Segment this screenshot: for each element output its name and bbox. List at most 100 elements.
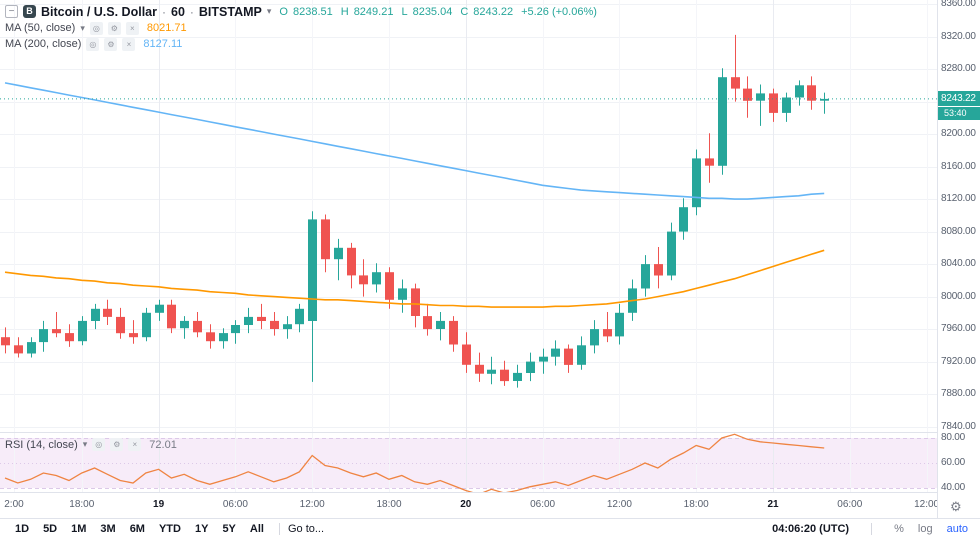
range-button-ytd[interactable]: YTD: [158, 523, 181, 535]
current-price-badge: 8243.22: [938, 90, 980, 106]
ohlc-high-value: 8249.21: [353, 5, 394, 18]
symbol-exchange[interactable]: BITSTAMP: [198, 4, 262, 19]
delete-icon[interactable]: ×: [125, 21, 139, 35]
ohlc-high-label: H: [340, 5, 349, 18]
ohlc-close-value: 8243.22: [473, 5, 514, 18]
range-button-1d[interactable]: 1D: [15, 523, 30, 535]
symbol-interval[interactable]: 60: [171, 4, 185, 19]
rsi-line: [4, 433, 825, 492]
time-axis-label: 06:00: [222, 499, 248, 510]
time-axis-label: 20: [460, 499, 472, 510]
rsi-axis-label: 60.00: [941, 457, 966, 468]
price-scale-gear-icon[interactable]: ⚙: [950, 499, 962, 514]
caret-down-icon[interactable]: ▾: [80, 22, 85, 33]
countdown-badge: 53:40: [938, 106, 980, 120]
price-axis-label: 8120.00: [941, 193, 976, 205]
candles-layer: [1, 34, 829, 388]
ohlc-low-value: 8235.04: [412, 5, 453, 18]
time-axis-label: 19: [153, 499, 165, 510]
range-button-5y[interactable]: 5Y: [222, 523, 236, 535]
log-scale-button[interactable]: log: [917, 523, 933, 535]
price-axis-label: 8080.00: [941, 225, 976, 237]
range-button-6m[interactable]: 6M: [129, 523, 145, 535]
rsi-axis-label: 40.00: [941, 482, 966, 493]
ma200-value: 8127.11: [143, 38, 183, 50]
main-chart-pane[interactable]: [0, 0, 937, 432]
visibility-icon[interactable]: ◎: [86, 37, 100, 51]
price-axis-label: 8360.00: [941, 0, 976, 10]
range-button-5d[interactable]: 5D: [43, 523, 58, 535]
symbol-row: − B Bitcoin / U.S. Dollar · 60 · BITSTAM…: [5, 3, 597, 20]
price-change: +5.26 (+0.06%): [521, 5, 597, 18]
range-button-1y[interactable]: 1Y: [194, 523, 209, 535]
rsi-label[interactable]: RSI (14, close): [5, 438, 78, 451]
chart-legend: − B Bitcoin / U.S. Dollar · 60 · BITSTAM…: [5, 3, 597, 52]
range-button-3m[interactable]: 3M: [100, 523, 116, 535]
symbol-title[interactable]: Bitcoin / U.S. Dollar: [41, 4, 157, 19]
time-axis-label: 18:00: [376, 499, 402, 510]
time-axis-label: 06:00: [530, 499, 556, 510]
pane-divider[interactable]: [0, 492, 980, 493]
rsi-legend: RSI (14, close) ▾ ◎ ⚙ × 72.01: [5, 436, 177, 453]
divider: [278, 523, 280, 535]
divider: [871, 523, 873, 535]
main-grid: [0, 0, 937, 432]
rsi-pane[interactable]: [0, 433, 937, 492]
settings-icon[interactable]: ⚙: [107, 21, 121, 35]
percent-scale-button[interactable]: %: [894, 523, 904, 535]
delete-icon[interactable]: ×: [122, 37, 136, 51]
settings-icon[interactable]: ⚙: [104, 37, 118, 51]
ohlc-open-value: 8238.51: [292, 5, 333, 18]
time-axis-label: 21: [767, 499, 779, 510]
goto-button[interactable]: Go to...: [287, 523, 325, 535]
caret-down-icon[interactable]: ▾: [266, 6, 272, 16]
range-button-all[interactable]: All: [249, 523, 264, 535]
time-axis-label: 12:00: [299, 499, 325, 510]
toolbar-right: 04:06:20 (UTC) % log auto: [772, 523, 972, 535]
ma200-label[interactable]: MA (200, close): [5, 38, 82, 50]
ma200-line: [4, 82, 825, 200]
time-axis-label: 18:00: [683, 499, 709, 510]
ma50-label[interactable]: MA (50, close): [5, 22, 76, 34]
time-axis[interactable]: 2:00 18:00 19 06:00 12:00 18:00 20 06:00 12:00 18…: [0, 493, 980, 518]
visibility-icon[interactable]: ◎: [89, 21, 103, 35]
price-axis-label: 8280.00: [941, 63, 976, 75]
time-axis-label: 06:00: [837, 499, 863, 510]
ma50-line: [4, 249, 825, 308]
collapse-pane-button[interactable]: −: [5, 5, 18, 18]
ma50-row: MA (50, close) ▾ ◎ ⚙ × 8021.71: [5, 20, 597, 36]
separator: ·: [162, 4, 166, 19]
ohlc-open-label: O: [279, 5, 288, 18]
settings-icon[interactable]: ⚙: [110, 438, 124, 451]
price-axis-label: 8200.00: [941, 128, 976, 140]
ohlc-low-label: L: [401, 5, 408, 18]
rsi-row: RSI (14, close) ▾ ◎ ⚙ × 72.01: [5, 436, 177, 453]
ohlc-close-label: C: [460, 5, 469, 18]
time-axis-label: 2:00: [4, 499, 24, 510]
time-axis-label: 18:00: [69, 499, 95, 510]
price-axis-label: 7840.00: [941, 420, 976, 432]
visibility-icon[interactable]: ◎: [92, 438, 106, 451]
auto-scale-button[interactable]: auto: [946, 523, 968, 535]
rsi-value: 72.01: [149, 438, 177, 451]
price-axis-label: 7880.00: [941, 388, 976, 400]
time-axis-label: 12:00: [914, 499, 940, 510]
caret-down-icon[interactable]: ▾: [82, 439, 88, 449]
price-axis-label: 7960.00: [941, 323, 976, 335]
delete-icon[interactable]: ×: [128, 438, 142, 451]
ma50-value: 8021.71: [146, 22, 187, 34]
time-axis-label: 12:00: [606, 499, 632, 510]
price-axis-label: 7920.00: [941, 355, 976, 367]
pane-divider[interactable]: [0, 432, 980, 433]
clock-button[interactable]: 04:06:20 (UTC): [772, 523, 850, 535]
bitcoin-icon: B: [23, 5, 36, 18]
rsi-axis-label: 80.00: [941, 432, 966, 443]
price-axis-label: 8040.00: [941, 258, 976, 270]
price-axis[interactable]: 8243.22 53:40 ⚙ 8360.008320.008280.00824…: [937, 0, 980, 518]
range-selector: 1D 5D 1M 3M 6M YTD 1Y 5Y All: [8, 523, 271, 535]
price-axis-label: 8320.00: [941, 30, 976, 42]
range-button-1m[interactable]: 1M: [71, 523, 87, 535]
price-axis-label: 8160.00: [941, 160, 976, 172]
separator: ·: [189, 4, 194, 19]
